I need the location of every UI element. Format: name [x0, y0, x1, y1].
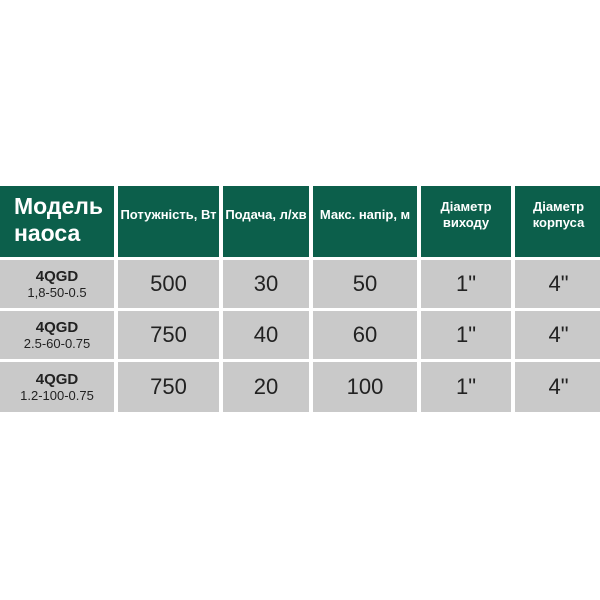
header-outlet: Діаметр виходу: [421, 186, 511, 257]
model-name: 4QGD: [35, 319, 79, 336]
model-name: 4QGD: [35, 268, 79, 285]
table-cell: 1": [421, 260, 511, 308]
model-name: 4QGD: [35, 371, 79, 388]
table-cell: 60: [313, 311, 417, 359]
table-cell: 1": [421, 311, 511, 359]
model-cell: 4QGD 1,8-50-0.5: [0, 260, 114, 308]
header-power: Потужність, Вт: [118, 186, 219, 257]
model-variant: 2.5-60-0.75: [23, 336, 91, 351]
table-cell: 4": [515, 362, 600, 412]
header-model: Модель наоса: [0, 186, 114, 257]
table-cell: 500: [118, 260, 219, 308]
table-cell: 750: [118, 311, 219, 359]
table-cell: 30: [223, 260, 309, 308]
model-variant: 1,8-50-0.5: [27, 285, 87, 300]
table-cell: 100: [313, 362, 417, 412]
table-cell: 750: [118, 362, 219, 412]
table-cell: 4": [515, 260, 600, 308]
header-head: Макс. напір, м: [313, 186, 417, 257]
spec-table: Модель наоса Потужність, Вт Подача, л/хв…: [0, 186, 600, 412]
table-cell: 20: [223, 362, 309, 412]
table-cell: 40: [223, 311, 309, 359]
table-cell: 50: [313, 260, 417, 308]
model-cell: 4QGD 1.2-100-0.75: [0, 362, 114, 412]
model-cell: 4QGD 2.5-60-0.75: [0, 311, 114, 359]
table-cell: 4": [515, 311, 600, 359]
header-body: Діаметр корпуса: [515, 186, 600, 257]
header-flow: Подача, л/хв: [223, 186, 309, 257]
table-cell: 1": [421, 362, 511, 412]
model-variant: 1.2-100-0.75: [20, 388, 94, 403]
